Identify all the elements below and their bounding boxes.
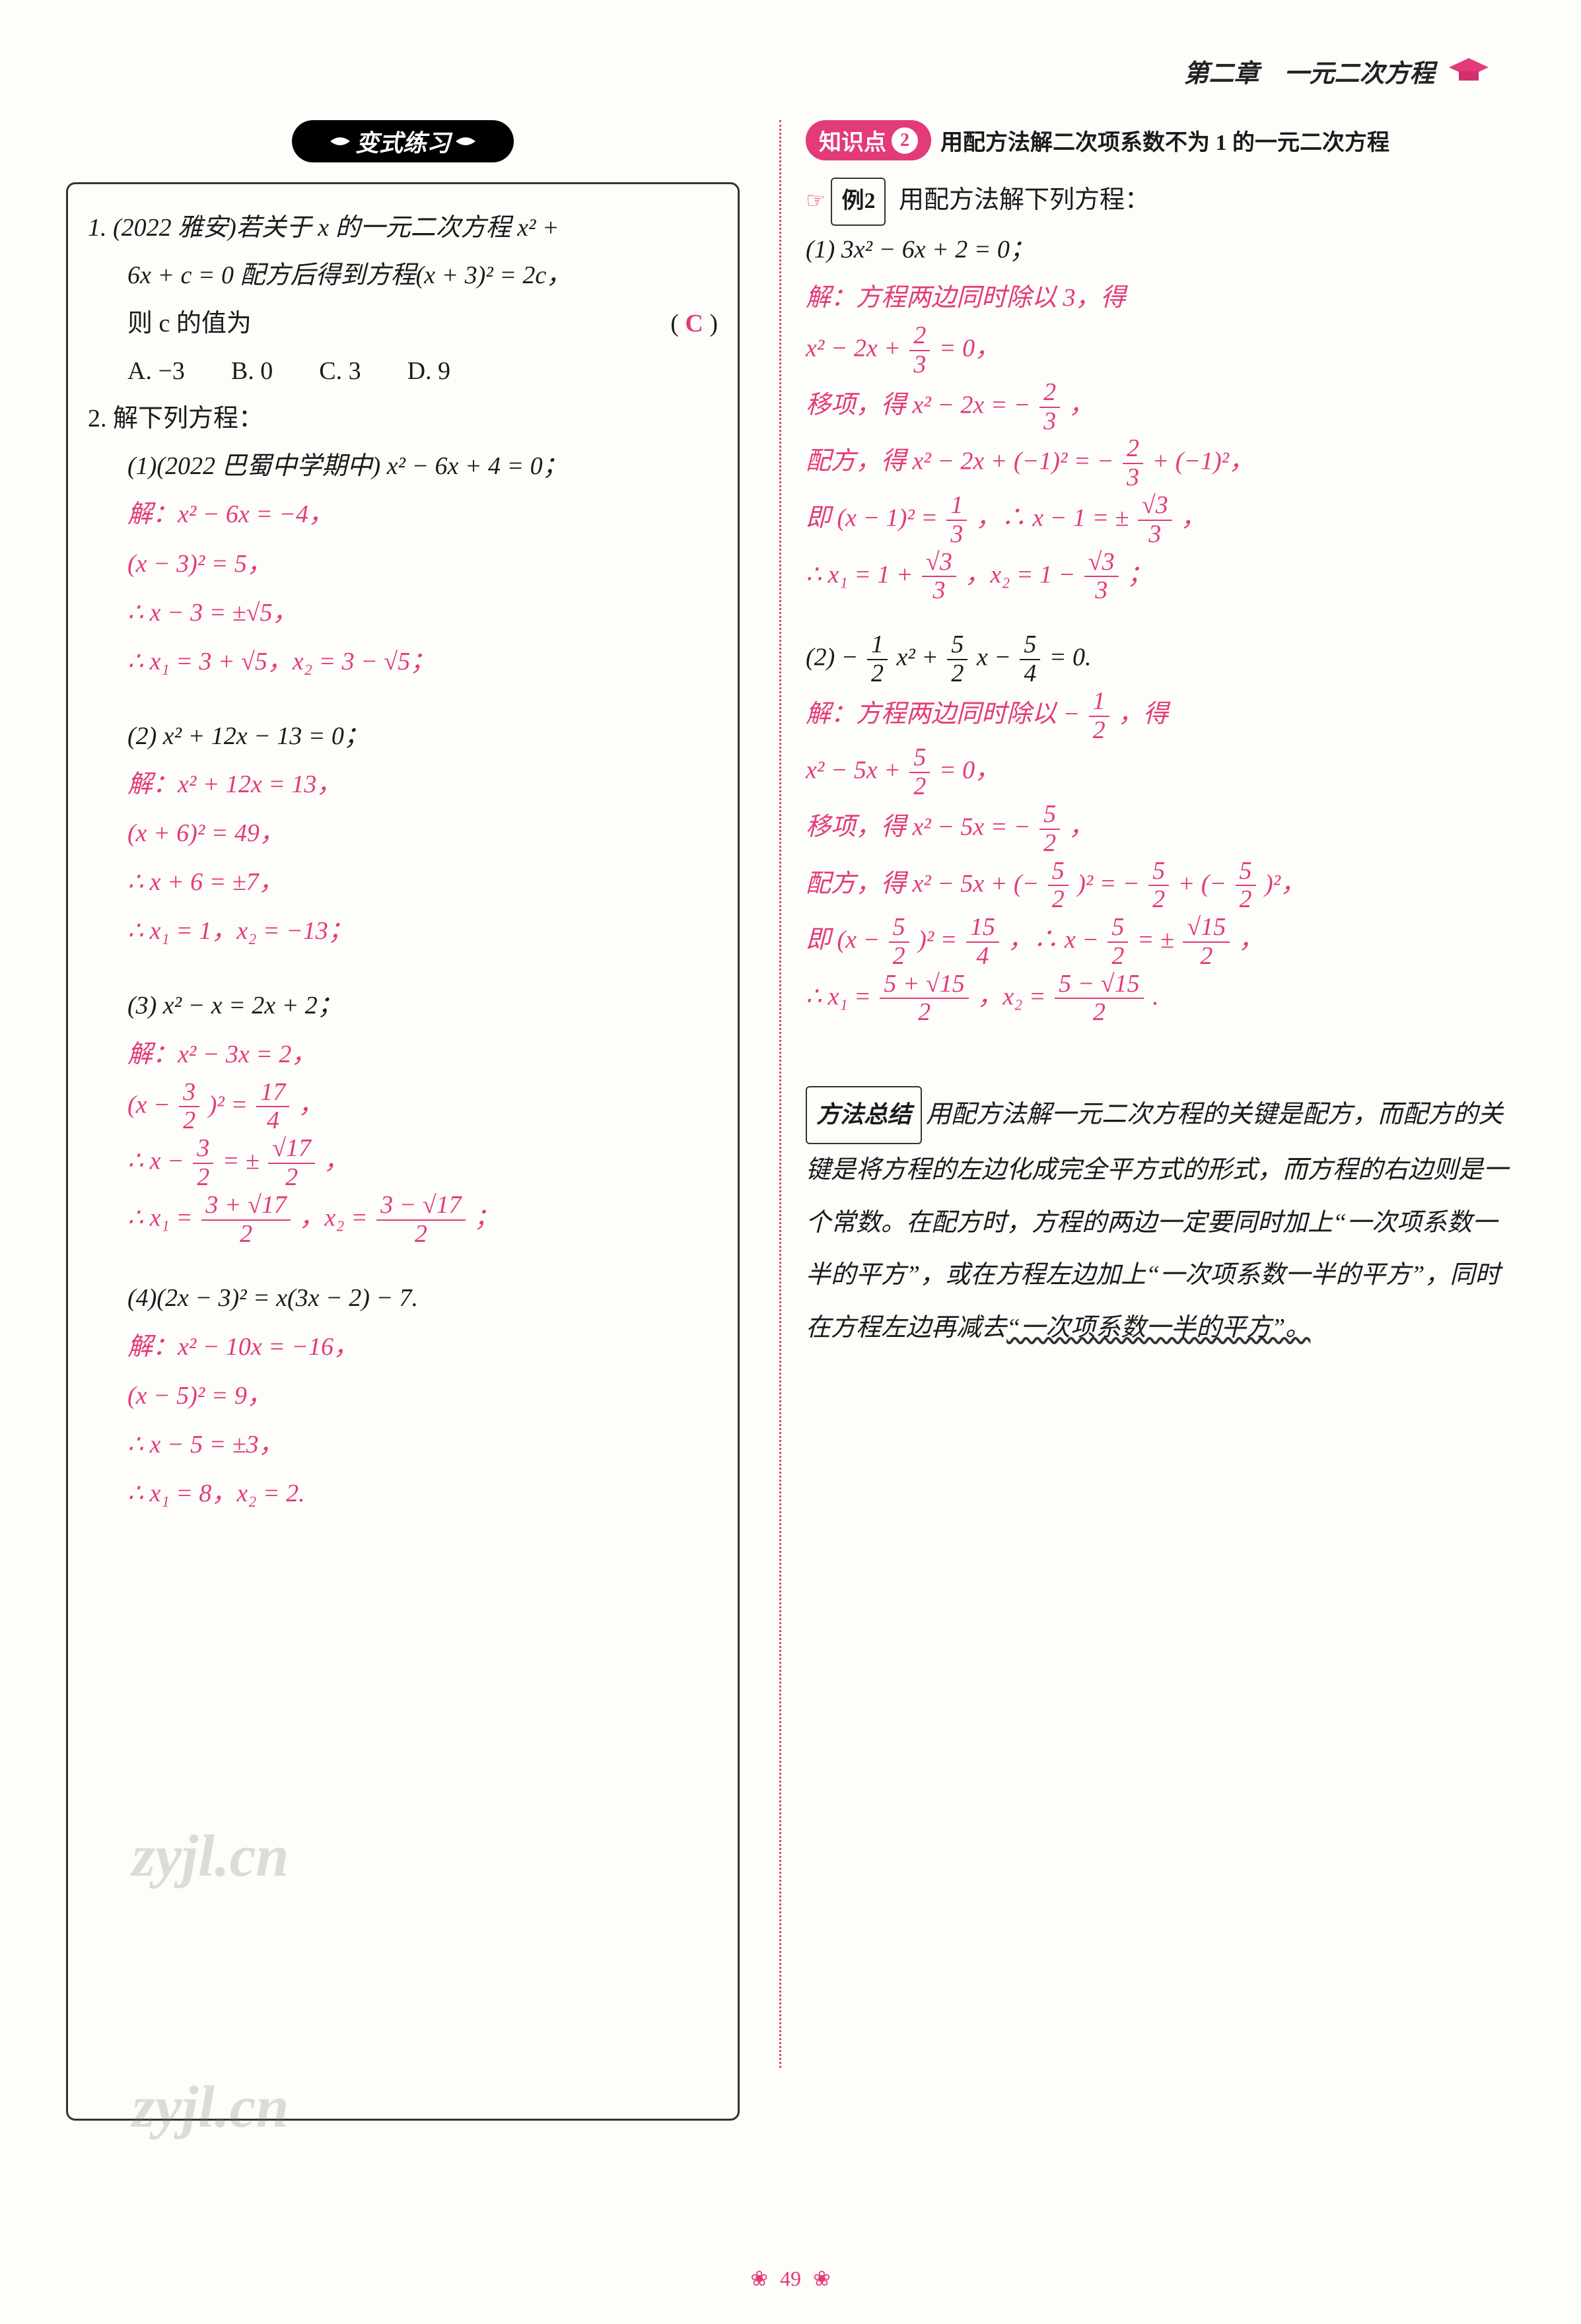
ex2-stem: (2) − 12 x² + 52 x − 54 = 0. — [806, 631, 1515, 688]
sol-line: 配方，得 x² − 2x + (−1)² = − 23 + (−1)²， — [806, 435, 1515, 492]
chapter-title: 第二章 一元二次方程 — [1183, 60, 1434, 88]
q2-2-stem: (2) x² + 12x − 13 = 0； — [127, 712, 718, 760]
q1-stem-line3: 则 c 的值为 ( C ) — [127, 300, 718, 347]
variant-practice-banner: 变式练习 — [66, 120, 740, 162]
q2-4-stem: (4)(2x − 3)² = x(3x − 2) − 7. — [127, 1274, 718, 1322]
method-body-underlined: “一次项系数一半的平方”。 — [1006, 1314, 1310, 1342]
q1-opt-a: A. −3 — [127, 347, 185, 395]
sol-line: 解：x² − 6x = −4， — [127, 490, 718, 539]
knowledge-pill: 知识点 2 — [806, 120, 931, 160]
example-lead-text: 用配方法解下列方程： — [899, 186, 1150, 214]
two-column-layout: 变式练习 1. (2022 雅安)若关于 x 的一元二次方程 x² + 6x +… — [66, 120, 1515, 2121]
q2-head: 2. 解下列方程： — [88, 395, 718, 442]
right-column: 知识点 2 用配方法解二次项系数不为 1 的一元二次方程 ☞ 例2 用配方法解下… — [779, 120, 1515, 2121]
sol-line: 配方，得 x² − 5x + (− 52 )² = − 52 + (− 52 )… — [806, 858, 1515, 914]
q1-answer-paren: ( C ) — [670, 300, 718, 347]
sol-line: ∴ x₁ = 1，x₂ = −13； — [127, 906, 718, 955]
ex1-solution: 解：方程两边同时除以 3，得 x² − 2x + 23 = 0， 移项，得 x²… — [806, 273, 1515, 605]
knowledge-point-header: 知识点 2 用配方法解二次项系数不为 1 的一元二次方程 — [806, 120, 1515, 160]
sol-line: 移项，得 x² − 2x = − 23 ， — [806, 379, 1515, 436]
knowledge-title: 用配方法解二次项系数不为 1 的一元二次方程 — [940, 124, 1389, 156]
q1-opt-b: B. 0 — [231, 347, 273, 395]
sol-line: ∴ x + 6 = ±7， — [127, 858, 718, 906]
sol-line: ∴ x₁ = 3 + √5，x₂ = 3 − √5； — [127, 637, 718, 686]
left-column: 变式练习 1. (2022 雅安)若关于 x 的一元二次方程 x² + 6x +… — [66, 120, 740, 2121]
q1-stem-text3: 则 c 的值为 — [127, 310, 252, 337]
sol-line: 即 (x − 1)² = 13 ，∴ x − 1 = ± √33 ， — [806, 492, 1515, 549]
variant-practice-title: 变式练习 — [355, 124, 450, 158]
sol-line: (x + 6)² = 49， — [127, 809, 718, 858]
sol-line: 解：x² + 12x = 13， — [127, 760, 718, 809]
page-number-text: 49 — [780, 2267, 801, 2290]
q2-3-solution: 解：x² − 3x = 2， (x − 32 )² = 174 ， ∴ x − … — [127, 1030, 718, 1248]
sol-line: (x − 5)² = 9， — [127, 1371, 718, 1420]
example-header: ☞ 例2 用配方法解下列方程： — [806, 176, 1515, 226]
sol-line: x² − 5x + 52 = 0， — [806, 744, 1515, 801]
pointing-hand-icon: ☞ — [806, 180, 826, 223]
paren-open: ( — [670, 310, 679, 337]
sol-line: 移项，得 x² − 5x = − 52 ， — [806, 801, 1515, 858]
sol-line: ∴ x − 3 = ±√5， — [127, 588, 718, 637]
sol-line: ∴ x₁ = 3 + √172 ，x₂ = 3 − √172 ； — [127, 1192, 718, 1248]
page-number: ❀ 49 ❀ — [744, 2266, 837, 2291]
q1-stem-line2: 6x + c = 0 配方后得到方程(x + 3)² = 2c， — [127, 252, 718, 299]
sol-line: 解：方程两边同时除以 3，得 — [806, 273, 1515, 322]
page-root: 第二章 一元二次方程 变式练习 — [0, 0, 1581, 2324]
q2-1-solution: 解：x² − 6x = −4， (x − 3)² = 5， ∴ x − 3 = … — [127, 490, 718, 685]
q1-options: A. −3 B. 0 C. 3 D. 9 — [127, 347, 718, 395]
q2-1-stem: (1)(2022 巴蜀中学期中) x² − 6x + 4 = 0； — [127, 442, 718, 490]
leaf-left-icon — [330, 127, 350, 155]
ex2-solution: 解：方程两边同时除以 − 12 ，得 x² − 5x + 52 = 0， 移项，… — [806, 688, 1515, 1027]
q2-2-solution: 解：x² + 12x = 13， (x + 6)² = 49， ∴ x + 6 … — [127, 760, 718, 955]
sol-line: x² − 2x + 23 = 0， — [806, 322, 1515, 379]
sol-line: (x − 3)² = 5， — [127, 539, 718, 588]
sol-line: 解：x² − 3x = 2， — [127, 1030, 718, 1079]
sol-line: ∴ x₁ = 8，x₂ = 2. — [127, 1469, 718, 1518]
paren-close: ) — [709, 310, 718, 337]
sol-line: ∴ x₁ = 5 + √152 ，x₂ = 5 − √152 . — [806, 971, 1515, 1027]
q2-3-stem: (3) x² − x = 2x + 2； — [127, 982, 718, 1029]
sol-line: 解：x² − 10x = −16， — [127, 1322, 718, 1371]
leaf-right-icon — [456, 127, 475, 155]
flourish-left-icon: ❀ — [750, 2267, 768, 2290]
q1-opt-d: D. 9 — [407, 347, 450, 395]
sol-line: 即 (x − 52 )² = 154 ，∴ x − 52 = ± √152 ， — [806, 914, 1515, 971]
flourish-right-icon: ❀ — [813, 2267, 831, 2290]
spacer — [806, 1053, 1515, 1086]
method-summary: 方法总结用配方法解一元二次方程的关键是配方，而配方的关键是将方程的左边化成完全平… — [806, 1086, 1515, 1355]
q1-opt-c: C. 3 — [319, 347, 361, 395]
q1-stem-line1: 1. (2022 雅安)若关于 x 的一元二次方程 x² + — [88, 204, 718, 252]
sol-line: ∴ x − 32 = ± √172 ， — [127, 1135, 718, 1192]
sol-line: ∴ x − 5 = ±3， — [127, 1420, 718, 1469]
practice-scroll-box: 1. (2022 雅安)若关于 x 的一元二次方程 x² + 6x + c = … — [66, 182, 740, 2121]
graduation-cap-icon — [1449, 58, 1489, 94]
knowledge-number: 2 — [892, 127, 918, 154]
method-label-box: 方法总结 — [806, 1086, 922, 1144]
q1-answer: C — [685, 310, 703, 337]
knowledge-label: 知识点 — [819, 124, 886, 156]
sol-line: 解：方程两边同时除以 − 12 ，得 — [806, 688, 1515, 745]
sol-line: (x − 32 )² = 174 ， — [127, 1079, 718, 1136]
example-label-box: 例2 — [831, 178, 886, 226]
chapter-header: 第二章 一元二次方程 — [66, 53, 1515, 94]
q2-4-solution: 解：x² − 10x = −16， (x − 5)² = 9， ∴ x − 5 … — [127, 1322, 718, 1518]
sol-line: ∴ x₁ = 1 + √33 ，x₂ = 1 − √33 ； — [806, 549, 1515, 605]
ex1-stem: (1) 3x² − 6x + 2 = 0； — [806, 226, 1515, 273]
